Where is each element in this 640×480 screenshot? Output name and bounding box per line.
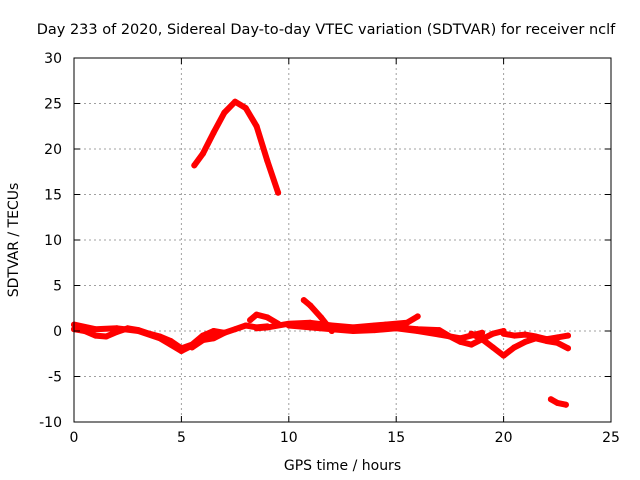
data-point xyxy=(210,328,217,334)
data-point xyxy=(554,334,561,341)
x-tick-label: 0 xyxy=(70,430,79,446)
y-tick-label: 15 xyxy=(44,188,62,204)
data-point xyxy=(167,341,174,348)
data-point xyxy=(457,338,464,345)
data-point xyxy=(522,331,529,338)
data-point xyxy=(532,333,539,340)
data-point xyxy=(232,98,239,105)
data-point xyxy=(191,162,198,169)
x-tick-label: 25 xyxy=(602,430,620,446)
y-tick-label: 30 xyxy=(44,51,62,67)
x-tick-label: 10 xyxy=(280,430,298,446)
y-axis-label: SDTVAR / TECUs xyxy=(6,183,22,298)
x-tick-label: 20 xyxy=(495,430,513,446)
data-point xyxy=(307,324,314,331)
grid xyxy=(74,58,611,422)
data-point xyxy=(479,336,486,343)
data-point xyxy=(543,336,550,343)
data-point xyxy=(275,189,282,196)
data-point xyxy=(350,328,357,334)
y-tick-label: 0 xyxy=(53,324,62,340)
data-point xyxy=(446,333,453,340)
data-point xyxy=(479,329,486,336)
data-point xyxy=(468,341,475,348)
data-point xyxy=(135,328,142,334)
data-point xyxy=(264,314,271,321)
data-point xyxy=(414,326,421,333)
data-point xyxy=(393,324,400,331)
data-point xyxy=(189,344,196,351)
series-satellite-arc-10 xyxy=(468,330,571,359)
data-point xyxy=(307,302,314,309)
x-axis-label: GPS time / hours xyxy=(284,458,401,474)
y-tick-label: 5 xyxy=(53,279,62,295)
data-point xyxy=(210,335,217,342)
data-point xyxy=(554,339,561,346)
data-point xyxy=(371,327,378,334)
data-point xyxy=(199,150,206,157)
chart-title: Day 233 of 2020, Sidereal Day-to-day VTE… xyxy=(37,22,616,38)
data-point xyxy=(242,322,249,329)
data-point xyxy=(285,322,292,329)
data-point xyxy=(565,345,571,352)
data-point xyxy=(92,332,99,339)
series-satellite-arc-5 xyxy=(191,98,282,196)
data-point xyxy=(221,109,228,116)
data-point xyxy=(318,314,324,321)
data-point xyxy=(511,332,518,339)
y-tick-label: -10 xyxy=(39,415,62,431)
series-satellite-arc-4 xyxy=(247,311,282,327)
y-tick-label: 20 xyxy=(44,142,62,158)
data-point xyxy=(253,123,260,130)
data-point xyxy=(500,330,507,337)
data-series xyxy=(71,98,571,408)
data-point xyxy=(489,330,496,337)
data-point xyxy=(178,348,185,354)
data-point xyxy=(199,337,206,344)
data-point xyxy=(210,129,217,136)
data-point xyxy=(468,330,475,337)
y-tick-label: 25 xyxy=(44,97,62,113)
data-point xyxy=(92,326,99,333)
data-point xyxy=(414,313,421,320)
data-point xyxy=(253,311,260,318)
data-point xyxy=(114,325,120,332)
data-point xyxy=(562,401,569,408)
axis-ticks: 0 5 10 15 20 25 -10 -5 0 5 10 15 20 25 30 xyxy=(39,51,620,446)
data-point xyxy=(253,325,260,332)
data-point xyxy=(103,333,110,340)
data-point xyxy=(242,105,249,112)
data-point xyxy=(156,335,163,342)
data-point xyxy=(232,326,239,333)
data-point xyxy=(500,352,507,359)
x-tick-label: 15 xyxy=(387,430,405,446)
data-point xyxy=(436,327,443,334)
y-tick-label: -5 xyxy=(48,370,62,386)
data-point xyxy=(403,319,410,326)
data-point xyxy=(511,344,518,351)
series-satellite-arc-7 xyxy=(300,297,335,334)
x-tick-label: 5 xyxy=(177,430,186,446)
series-satellite-arc-6 xyxy=(253,313,421,332)
data-point xyxy=(264,324,271,331)
data-point xyxy=(328,326,335,333)
y-tick-label: 10 xyxy=(44,233,62,249)
data-point xyxy=(565,332,571,339)
data-point xyxy=(221,329,228,336)
data-point xyxy=(554,399,561,406)
data-point xyxy=(264,157,271,164)
data-point xyxy=(300,297,307,304)
data-point xyxy=(489,344,496,351)
data-point xyxy=(247,317,254,324)
data-point xyxy=(547,396,554,403)
data-point xyxy=(522,338,529,345)
